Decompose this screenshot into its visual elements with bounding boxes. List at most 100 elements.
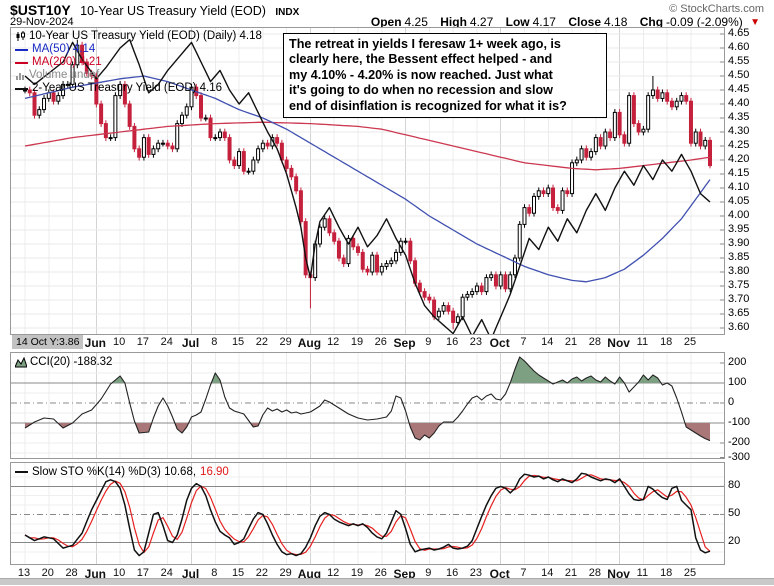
stochastics-panel[interactable]: Slow STO %K(14) %D(3) 10.68, 16.90 bbox=[10, 462, 725, 565]
cci-panel[interactable]: CCI(20) -188.32 bbox=[10, 352, 725, 459]
x-tick-label: 14 bbox=[541, 567, 554, 579]
x-tick-label: Sep bbox=[393, 567, 416, 581]
y-tick-label: 80 bbox=[728, 479, 741, 492]
x-tick-label: 29 bbox=[279, 567, 292, 579]
sto-y-axis: 80 50 20 bbox=[726, 462, 772, 563]
x-tick-label: 21 bbox=[564, 567, 578, 579]
y-tick-label: -200 bbox=[728, 436, 751, 448]
bottom-divider-bar bbox=[0, 578, 774, 585]
open-value: 4.25 bbox=[404, 15, 428, 29]
chg-label: Chg bbox=[639, 15, 664, 29]
y-tick-label: 4.30 bbox=[728, 125, 750, 137]
page-title: 10-Year US Treasury Yield (EOD) bbox=[80, 4, 266, 18]
x-tick-label: 19 bbox=[350, 336, 364, 348]
copyright: © StockCharts.com bbox=[669, 3, 764, 15]
chart-date: 29-Nov-2024 bbox=[10, 16, 74, 28]
x-tick-label: 22 bbox=[255, 336, 268, 348]
x-tick-label: Jul bbox=[181, 567, 200, 581]
x-tick-label: 17 bbox=[136, 567, 150, 579]
y-tick-label: 4.40 bbox=[728, 97, 750, 109]
x-tick-label: 18 bbox=[660, 567, 673, 579]
x-tick-label: 8 bbox=[211, 336, 218, 348]
ma200-line-swatch bbox=[15, 61, 28, 64]
annotation-note[interactable]: The retreat in yields I feresaw 1+ week … bbox=[283, 33, 607, 119]
y-tick-label: 100 bbox=[728, 376, 747, 388]
x-axis-mid: 132028Jun101724Jul8152229Aug121926Sep916… bbox=[0, 335, 774, 351]
candlestick-chart-icon bbox=[16, 31, 25, 41]
sto-legend: Slow STO %K(14) %D(3) 10.68, 16.90 bbox=[15, 466, 229, 478]
area-chart-icon bbox=[15, 356, 27, 367]
volume-bars-icon bbox=[16, 72, 24, 80]
x-tick-label: 14 bbox=[541, 336, 554, 348]
low-value: 4.17 bbox=[532, 15, 556, 29]
main-y-axis: 4.65 4.60 4.55 4.50 4.45 4.40 4.35 4.30 4.25 4.20… bbox=[726, 27, 772, 333]
y-tick-label: 3.85 bbox=[728, 251, 750, 263]
crosshair-readout: 14 Oct Y:3.86 bbox=[12, 335, 84, 349]
x-tick-label: Jul bbox=[181, 336, 200, 350]
x-tick-label: 24 bbox=[160, 567, 173, 579]
change-down-triangle-icon: ▼ bbox=[750, 17, 760, 28]
x-tick-label: 22 bbox=[255, 567, 268, 579]
x-tick-label: 12 bbox=[327, 336, 340, 348]
y-tick-label: 4.15 bbox=[728, 167, 750, 179]
cci-legend-text: CCI(20) -188.32 bbox=[30, 356, 113, 368]
y-tick-label: 4.45 bbox=[728, 83, 750, 95]
sto-k-line-swatch bbox=[15, 471, 28, 473]
x-tick-label: Jun bbox=[84, 567, 107, 581]
x-tick-label: Aug bbox=[297, 567, 322, 581]
legend-ma200: MA(200) 4.21 bbox=[32, 56, 102, 68]
x-axis-bottom: 13 20 28 Jun 10 17 24 Jul 8 15 22 29 Aug 12 19 26 Sep 9 16… bbox=[0, 566, 774, 582]
x-tick-label: Jun bbox=[84, 336, 107, 350]
x-tick-label: 17 bbox=[136, 336, 150, 348]
sto-chart-canvas[interactable] bbox=[11, 463, 724, 564]
x-tick-label: 13 bbox=[17, 567, 31, 579]
y-tick-label: 4.60 bbox=[728, 41, 750, 53]
y-tick-label: 4.25 bbox=[728, 139, 750, 151]
main-legend: 10-Year US Treasury Yield (EOD) (Daily) … bbox=[15, 30, 262, 95]
cci-y-axis: 200 100 0 -100 -200 -300 bbox=[726, 352, 772, 463]
header: $UST10Y 10-Year US Treasury Yield (EOD) … bbox=[10, 2, 299, 20]
x-tick-label: 23 bbox=[469, 567, 483, 579]
x-tick-label: 28 bbox=[65, 567, 78, 579]
y-tick-label: 3.95 bbox=[728, 223, 750, 235]
y-tick-label: 3.60 bbox=[728, 321, 750, 333]
legend-two-year: 2-Year US Treasury Yield (EOD) 4.16 bbox=[32, 82, 223, 94]
y-tick-label: 4.10 bbox=[728, 181, 750, 193]
x-tick-label: 24 bbox=[160, 336, 173, 348]
x-tick-label: 9 bbox=[425, 567, 432, 579]
y-tick-label: 3.90 bbox=[728, 237, 750, 249]
x-tick-label: Aug bbox=[297, 336, 322, 350]
x-tick-label: 7 bbox=[520, 567, 527, 579]
x-tick-label: 10 bbox=[113, 567, 126, 579]
x-tick-label: 15 bbox=[231, 336, 245, 348]
y-tick-label: 3.65 bbox=[728, 307, 750, 319]
y-tick-label: -300 bbox=[728, 451, 751, 463]
y-tick-label: 3.80 bbox=[728, 265, 750, 277]
sto-legend-text: Slow STO %K(14) %D(3) 10.68, bbox=[32, 466, 197, 478]
exchange-label: INDX bbox=[275, 7, 300, 18]
sto-d-value: 16.90 bbox=[200, 466, 229, 478]
x-tick-label: 16 bbox=[446, 567, 459, 579]
x-tick-label: 15 bbox=[231, 567, 245, 579]
y-tick-label: 4.35 bbox=[728, 111, 750, 123]
y-tick-label: 4.55 bbox=[728, 55, 750, 67]
x-tick-label: 21 bbox=[564, 336, 578, 348]
x-tick-label: 25 bbox=[683, 567, 697, 579]
x-tick-label: 12 bbox=[327, 567, 340, 579]
cci-legend: CCI(20) -188.32 bbox=[15, 356, 112, 368]
x-tick-label: 28 bbox=[588, 567, 601, 579]
ohlc-quote: Open 4.25 High 4.27 Low 4.17 Close 4.18 Chg -… bbox=[362, 15, 760, 29]
x-tick-label: 7 bbox=[520, 336, 527, 348]
cci-chart-canvas[interactable] bbox=[11, 353, 724, 458]
x-tick-label: Sep bbox=[393, 336, 416, 350]
legend-main-series: 10-Year US Treasury Yield (EOD) (Daily) … bbox=[29, 30, 262, 42]
y-tick-label: 50 bbox=[728, 507, 741, 520]
legend-ma50: MA(50) 4.14 bbox=[32, 43, 96, 55]
legend-volume: Volume undef bbox=[29, 69, 100, 81]
x-tick-label: 11 bbox=[636, 336, 649, 348]
x-tick-label: 28 bbox=[588, 336, 601, 348]
high-label: High bbox=[440, 15, 467, 29]
y-tick-label: 3.70 bbox=[728, 293, 750, 305]
x-tick-label: 11 bbox=[636, 567, 649, 579]
